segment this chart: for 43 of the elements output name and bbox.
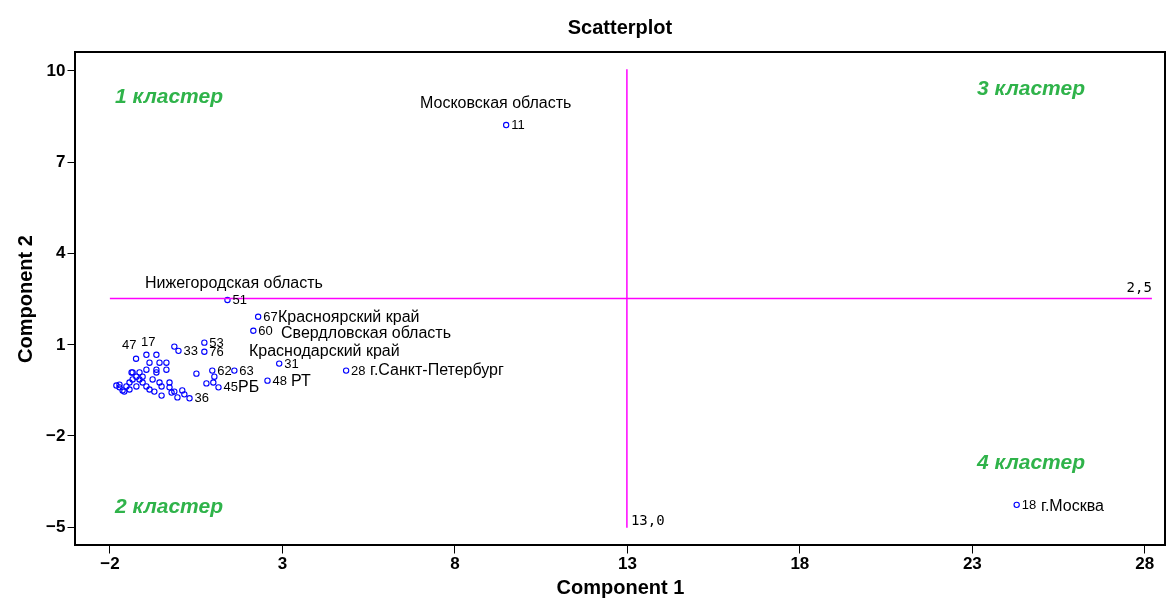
annotation: 67 bbox=[263, 308, 278, 324]
annotation: 28 bbox=[351, 362, 366, 378]
y-tick-label: 10 bbox=[46, 60, 66, 80]
annotation: 63 bbox=[239, 362, 254, 378]
annotation: 62 bbox=[217, 362, 232, 378]
y-axis-title: Component 2 bbox=[14, 235, 37, 363]
annotation: 47 bbox=[122, 337, 137, 352]
x-tick-label: 18 bbox=[790, 553, 810, 573]
annotation: 3 кластер bbox=[976, 76, 1086, 99]
ref-line-label: 2,5 bbox=[1126, 278, 1152, 295]
annotation: Нижегородская область bbox=[145, 274, 323, 291]
annotation: 60 bbox=[258, 322, 273, 338]
annotation: Московская область bbox=[420, 94, 572, 111]
x-axis-title: Component 1 bbox=[556, 575, 685, 598]
x-tick-label: 23 bbox=[962, 553, 982, 573]
x-tick-label: −2 bbox=[100, 553, 120, 573]
annotation: 33 bbox=[183, 342, 198, 358]
y-tick-label: 7 bbox=[56, 152, 66, 172]
x-tick-label: 13 bbox=[617, 553, 637, 573]
y-tick-label: −5 bbox=[46, 517, 66, 537]
chart-title: Scatterplot bbox=[567, 16, 673, 38]
ref-line-label: 13,0 bbox=[630, 511, 665, 528]
annotation: г.Санкт-Петербург bbox=[370, 361, 504, 378]
y-tick-label: 4 bbox=[56, 243, 67, 263]
annotation: Красноярский край bbox=[278, 308, 420, 325]
annotation: г.Москва bbox=[1041, 497, 1105, 514]
annotation: 18 bbox=[1021, 496, 1037, 512]
x-tick-label: 8 bbox=[450, 553, 460, 573]
annotation: РБ bbox=[238, 378, 260, 395]
annotation: РТ bbox=[291, 372, 311, 389]
y-tick-label: −2 bbox=[46, 425, 66, 445]
y-tick-label: 1 bbox=[56, 334, 66, 354]
x-tick-label: 3 bbox=[277, 553, 288, 573]
annotation: 11 bbox=[511, 117, 525, 133]
x-tick-label: 28 bbox=[1135, 553, 1155, 573]
annotation: 48 bbox=[272, 372, 287, 388]
annotation: 2 кластер bbox=[114, 494, 224, 517]
annotation: 17 bbox=[141, 334, 156, 349]
annotation: 36 bbox=[194, 390, 209, 406]
annotation: 45 bbox=[223, 379, 238, 395]
annotation: 4 кластер bbox=[975, 450, 1086, 473]
annotation: 1 кластер bbox=[115, 84, 224, 107]
annotation: Свердловская область bbox=[281, 324, 451, 341]
